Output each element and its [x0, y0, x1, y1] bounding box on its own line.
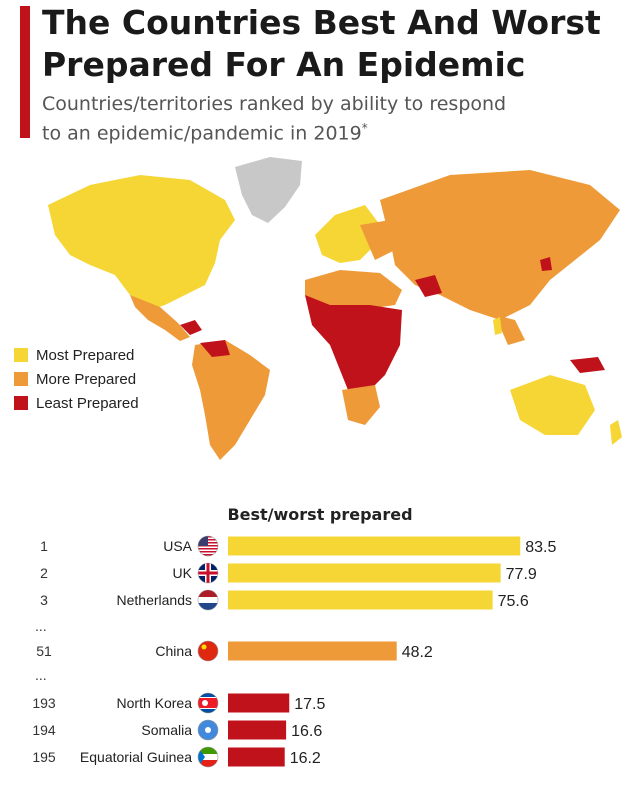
legend-swatch-least: [14, 396, 28, 410]
map-thailand: [493, 317, 502, 335]
map-asia: [380, 170, 620, 320]
bar-equatorial-guinea: [228, 747, 285, 767]
page-title: The Countries Best And Worst Prepared Fo…: [42, 2, 632, 86]
bar-china: [228, 641, 397, 661]
subtitle: Countries/territories ranked by ability …: [42, 92, 602, 145]
map-caribbean: [180, 320, 202, 335]
map-southeast-asia: [495, 315, 525, 345]
map-europe: [315, 205, 380, 263]
title-line-2: Prepared For An Epidemic: [42, 45, 526, 84]
value-north-korea: 17.5: [294, 696, 325, 713]
bar-somalia: [228, 720, 287, 740]
title-line-1: The Countries Best And Worst: [42, 3, 601, 42]
rank-somalia: 194: [32, 722, 56, 738]
map-greenland: [235, 157, 302, 223]
legend: Most Prepared More Prepared Least Prepar…: [14, 343, 139, 415]
ellipsis-5: ...: [35, 667, 47, 683]
value-equatorial-guinea: 16.2: [290, 750, 321, 767]
uk-flag: [197, 562, 219, 584]
legend-item-least: Least Prepared: [14, 391, 139, 415]
rank-equatorial-guinea: 195: [32, 749, 56, 765]
china-flag: [197, 640, 219, 662]
rank-usa: 1: [40, 538, 48, 554]
subtitle-line-2: to an epidemic/pandemic in 2019*: [42, 116, 602, 145]
map-north-korea: [540, 257, 552, 271]
world-map: [48, 157, 622, 460]
subtitle-line-1: Countries/territories ranked by ability …: [42, 93, 507, 115]
map-north-africa: [305, 270, 402, 310]
rank-china: 51: [36, 643, 52, 659]
netherlands-flag: [197, 589, 219, 611]
value-netherlands: 75.6: [498, 593, 529, 610]
ellipsis-3: ...: [35, 618, 47, 634]
map-eastern-europe: [360, 220, 395, 260]
subtitle-line-2-text: to an epidemic/pandemic in 2019: [42, 122, 362, 145]
legend-swatch-most: [14, 348, 28, 362]
value-usa: 83.5: [525, 539, 556, 556]
legend-item-more: More Prepared: [14, 367, 139, 391]
footnote-mark: *: [361, 121, 368, 135]
label-north-korea: North Korea: [117, 695, 193, 711]
map-australia: [510, 375, 595, 435]
bar-north-korea: [228, 693, 290, 713]
bar-netherlands: [228, 590, 493, 610]
label-equatorial-guinea: Equatorial Guinea: [80, 749, 192, 765]
rank-netherlands: 3: [40, 592, 48, 608]
map-southern-africa: [342, 385, 380, 425]
map-new-zealand: [610, 420, 622, 445]
bar-usa: [228, 536, 521, 556]
map-central-america: [130, 295, 190, 341]
rank-north-korea: 193: [32, 695, 56, 711]
chart-title: Best/worst prepared: [227, 505, 413, 524]
value-uk: 77.9: [506, 566, 537, 583]
legend-swatch-more: [14, 372, 28, 386]
map-south-america: [192, 340, 270, 460]
label-usa: USA: [163, 538, 192, 554]
north-korea-flag: [197, 692, 219, 714]
map-middle-east-red: [415, 275, 442, 297]
map-north-america: [48, 175, 235, 310]
legend-item-most: Most Prepared: [14, 343, 139, 367]
somalia-flag: [197, 719, 219, 741]
map-png: [570, 357, 605, 373]
label-china: China: [155, 643, 192, 659]
usa-flag: [197, 535, 219, 557]
label-somalia: Somalia: [141, 722, 192, 738]
equatorial-guinea-flag: [197, 746, 219, 768]
rank-uk: 2: [40, 565, 48, 581]
value-china: 48.2: [402, 644, 433, 661]
accent-bar: [20, 6, 30, 138]
bar-uk: [228, 563, 501, 583]
legend-label-more: More Prepared: [36, 370, 137, 388]
legend-label-most: Most Prepared: [36, 346, 135, 364]
legend-label-least: Least Prepared: [36, 394, 139, 412]
map-central-africa: [305, 295, 402, 395]
label-uk: UK: [173, 565, 193, 581]
map-venezuela: [200, 340, 230, 357]
label-netherlands: Netherlands: [117, 592, 193, 608]
value-somalia: 16.6: [291, 723, 322, 740]
